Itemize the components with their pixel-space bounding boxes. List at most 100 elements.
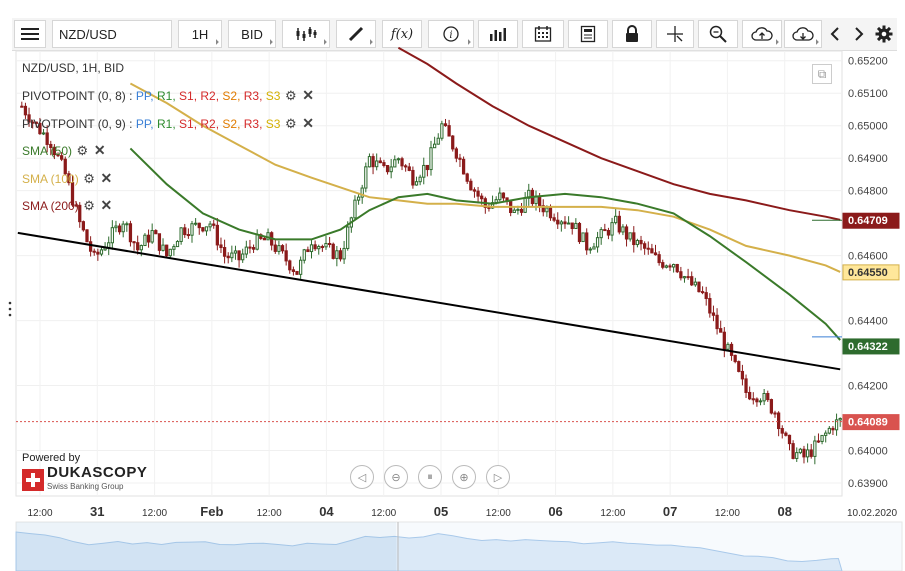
candle-body bbox=[67, 173, 71, 184]
candle-body bbox=[146, 234, 151, 243]
calendar-icon bbox=[534, 26, 552, 42]
candle-body bbox=[230, 252, 234, 259]
candle-body bbox=[175, 240, 180, 248]
timeframe-selector[interactable]: 1H bbox=[178, 20, 222, 48]
candle-body bbox=[78, 204, 82, 223]
candle-body bbox=[23, 105, 28, 116]
sma200-settings-gear-icon[interactable]: ⚙ bbox=[83, 198, 95, 213]
candle-body bbox=[288, 260, 292, 271]
hamburger-menu-icon[interactable] bbox=[14, 20, 46, 48]
candle-body bbox=[458, 157, 462, 160]
y-tick-label: 0.64600 bbox=[848, 251, 888, 263]
dukascopy-logo: DUKASCOPY Swiss Banking Group bbox=[22, 464, 148, 494]
candle-body bbox=[208, 223, 212, 228]
sma100-label: SMA (100) bbox=[22, 172, 79, 186]
legend-pivot-2: PIVOTPOINT (0, 9) : PP, R1, S1, R2, S2, … bbox=[22, 115, 315, 132]
pivot-2-close-icon[interactable]: ✕ bbox=[302, 115, 315, 131]
candle-body bbox=[418, 176, 422, 183]
candle-body bbox=[389, 166, 393, 173]
sma50-settings-gear-icon[interactable]: ⚙ bbox=[76, 143, 89, 158]
candle-body bbox=[393, 159, 397, 168]
zoom-out-button[interactable]: ⊖ bbox=[384, 465, 408, 489]
candle-body bbox=[498, 192, 502, 201]
report-button[interactable] bbox=[568, 20, 608, 48]
zoom-icon bbox=[709, 25, 727, 43]
candle-body bbox=[548, 207, 553, 219]
x-tick-label: Feb bbox=[200, 504, 223, 519]
candle-body bbox=[324, 242, 328, 248]
sma50-close-icon[interactable]: ✕ bbox=[93, 142, 106, 158]
candle-body bbox=[157, 233, 162, 251]
candle-body bbox=[559, 221, 563, 225]
candle-body bbox=[451, 135, 455, 150]
chart-type-button[interactable] bbox=[282, 20, 330, 48]
candle-body bbox=[690, 276, 694, 286]
candle-body bbox=[628, 232, 632, 240]
price-label-box bbox=[842, 212, 900, 229]
candle-body bbox=[411, 169, 415, 186]
candle-body bbox=[632, 232, 636, 246]
candle-body bbox=[798, 448, 802, 454]
indicators-button[interactable] bbox=[478, 20, 518, 48]
scroll-back-button[interactable]: ◁ bbox=[350, 465, 374, 489]
candle-body bbox=[501, 192, 506, 199]
x-tick-label: 07 bbox=[663, 504, 677, 519]
candle-body bbox=[309, 244, 314, 253]
scroll-left-button[interactable] bbox=[824, 20, 846, 48]
candle-body bbox=[356, 196, 361, 201]
candle-body bbox=[813, 440, 817, 457]
download-button[interactable] bbox=[784, 20, 822, 48]
candle-body bbox=[327, 242, 332, 245]
calendar-button[interactable] bbox=[522, 20, 564, 48]
info-button[interactable]: i bbox=[428, 20, 474, 48]
zoom-button[interactable] bbox=[698, 20, 738, 48]
candle-body bbox=[704, 292, 708, 300]
scroll-forward-button[interactable]: ▷ bbox=[486, 465, 510, 489]
candle-body bbox=[299, 259, 303, 275]
scroll-right-button[interactable] bbox=[848, 20, 870, 48]
candle-body bbox=[595, 237, 600, 248]
price-side-selector[interactable]: BID bbox=[228, 20, 276, 48]
price-label-box bbox=[842, 414, 900, 431]
candle-body bbox=[682, 276, 687, 279]
y-tick-label: 0.64000 bbox=[848, 446, 888, 458]
brand-name: DUKASCOPY bbox=[47, 464, 148, 481]
candle-body bbox=[592, 246, 596, 250]
crosshair-button[interactable] bbox=[656, 20, 694, 48]
candle-body bbox=[41, 132, 46, 135]
candle-body bbox=[295, 270, 299, 275]
lock-button[interactable] bbox=[612, 20, 652, 48]
reset-view-button[interactable]: ⏸ bbox=[418, 465, 442, 489]
pivot-1-settings-gear-icon[interactable]: ⚙ bbox=[285, 88, 297, 103]
x-tick-label: 08 bbox=[777, 504, 791, 519]
candle-body bbox=[581, 232, 585, 243]
function-button[interactable]: f(x) bbox=[382, 20, 422, 48]
candle-body bbox=[664, 265, 669, 268]
info-icon: i bbox=[443, 26, 459, 42]
sma100-settings-gear-icon[interactable]: ⚙ bbox=[83, 171, 95, 186]
sma100-close-icon[interactable]: ✕ bbox=[100, 170, 113, 186]
panel-drag-handle[interactable] bbox=[8, 300, 12, 320]
candle-body bbox=[802, 448, 806, 458]
draw-tool-button[interactable] bbox=[336, 20, 376, 48]
candle-body bbox=[838, 417, 842, 421]
pivot-2-settings-gear-icon[interactable]: ⚙ bbox=[285, 116, 297, 131]
candle-body bbox=[302, 249, 306, 261]
candle-body bbox=[784, 432, 788, 436]
settings-button[interactable] bbox=[872, 20, 896, 48]
candle-body bbox=[291, 269, 296, 272]
pivot-1-close-icon[interactable]: ✕ bbox=[302, 87, 315, 103]
nav-right-icon: ▷ bbox=[493, 471, 503, 484]
pivot-2-s1: S1, bbox=[179, 117, 198, 131]
candle-body bbox=[469, 180, 473, 191]
candle-body bbox=[480, 195, 484, 200]
sma200-close-icon[interactable]: ✕ bbox=[100, 197, 113, 213]
zoom-in-button[interactable]: ⊕ bbox=[452, 465, 476, 489]
upload-button[interactable] bbox=[742, 20, 782, 48]
x-tick-label: 12:00 bbox=[27, 508, 52, 519]
y-tick-label: 0.63900 bbox=[848, 478, 888, 490]
symbol-selector[interactable]: NZD/USD bbox=[52, 20, 172, 48]
expand-chart-icon[interactable]: ⧉ bbox=[812, 64, 832, 84]
pivot-2-r1: R1, bbox=[156, 117, 176, 131]
